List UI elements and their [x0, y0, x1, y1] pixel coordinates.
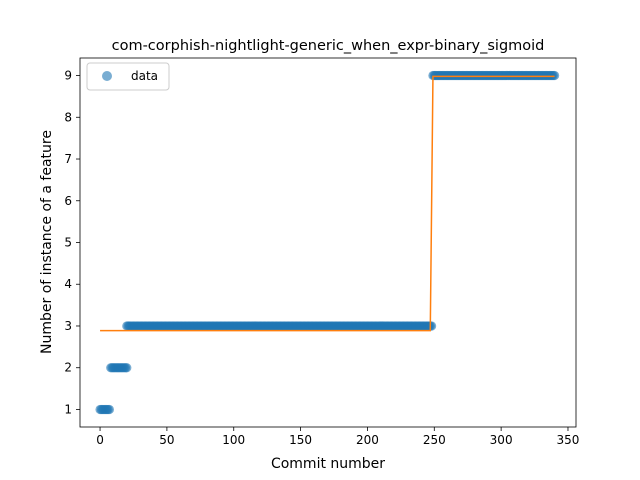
x-tick-label: 200	[356, 433, 379, 447]
x-tick-label: 300	[490, 433, 513, 447]
data-point	[122, 363, 132, 373]
data-point	[104, 404, 115, 415]
fit-line	[100, 75, 555, 332]
x-axis-label: Commit number	[271, 456, 385, 472]
legend: data	[86, 62, 170, 91]
data-point	[550, 70, 560, 81]
legend-label: data	[131, 69, 158, 83]
y-tick-label: 3	[64, 319, 72, 333]
y-tick-label: 9	[64, 69, 72, 83]
y-tick-label: 6	[64, 194, 72, 208]
chart-title: com-corphish-nightlight-generic_when_exp…	[112, 38, 545, 54]
y-tick-label: 8	[64, 110, 72, 124]
legend-box	[86, 62, 170, 91]
x-tick-label: 50	[159, 433, 174, 447]
plot-area: 0 50 100 150 200 250 300 350 1 2 3 4 5 6 7 8 9	[64, 57, 580, 447]
y-tick-label: 4	[64, 277, 72, 291]
x-tick-label: 150	[289, 433, 312, 447]
y-tick-label: 7	[64, 152, 72, 166]
x-tick-label: 100	[222, 433, 245, 447]
x-tick-label: 0	[96, 433, 104, 447]
y-tick-label: 2	[64, 361, 72, 375]
x-tick-label: 250	[423, 433, 446, 447]
y-axis-label: Number of instance of a feature	[39, 130, 55, 354]
y-tick-label: 5	[64, 236, 72, 250]
legend-marker	[102, 71, 112, 81]
data-point	[427, 321, 437, 331]
y-tick-label: 1	[64, 402, 72, 416]
x-tick-label: 350	[557, 433, 580, 447]
